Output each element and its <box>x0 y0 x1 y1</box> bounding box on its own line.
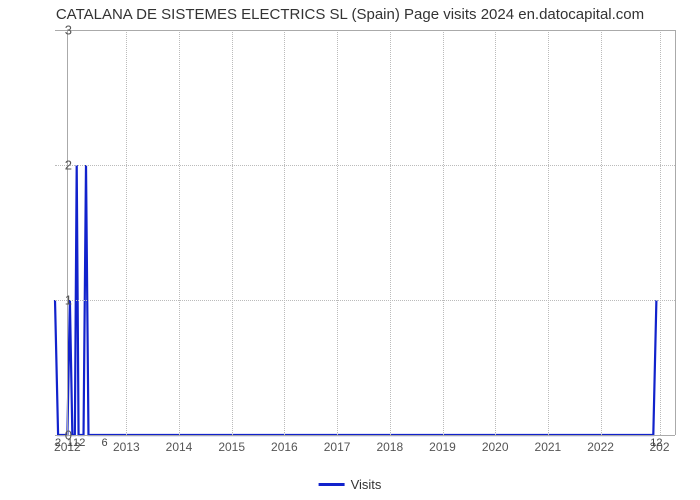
x-tick-label: 2020 <box>482 440 509 454</box>
gridline-v <box>126 30 127 435</box>
gridline-v <box>495 30 496 435</box>
axis-top <box>55 30 675 31</box>
line-series <box>55 30 675 435</box>
x-tick-label: 2015 <box>218 440 245 454</box>
data-point-label: 6 <box>102 437 108 449</box>
data-point-label: 2 <box>55 437 61 449</box>
x-tick-label: 2013 <box>113 440 140 454</box>
x-tick-label: 2014 <box>166 440 193 454</box>
chart-title: CATALANA DE SISTEMES ELECTRICS SL (Spain… <box>0 0 700 23</box>
x-tick-label: 2018 <box>376 440 403 454</box>
gridline-v <box>548 30 549 435</box>
gridline-v <box>284 30 285 435</box>
gridline-v <box>601 30 602 435</box>
y-tick-label: 2 <box>65 158 72 173</box>
x-tick-label: 2016 <box>271 440 298 454</box>
data-point-label: 1 <box>67 437 73 449</box>
chart-container: CATALANA DE SISTEMES ELECTRICS SL (Spain… <box>0 0 700 500</box>
plot-area <box>55 30 675 435</box>
gridline-v <box>443 30 444 435</box>
gridline-v <box>660 30 661 435</box>
legend-label: Visits <box>351 477 382 492</box>
legend-swatch <box>319 483 345 486</box>
data-point-label: 2 <box>79 437 85 449</box>
x-tick-label: 2017 <box>324 440 351 454</box>
gridline-v <box>337 30 338 435</box>
gridline-h <box>55 300 675 301</box>
gridline-v <box>179 30 180 435</box>
x-tick-label: 2022 <box>587 440 614 454</box>
gridline-h <box>55 165 675 166</box>
legend: Visits <box>319 477 382 492</box>
x-tick-label: 2021 <box>535 440 562 454</box>
axis-right <box>675 30 676 435</box>
data-point-label: 12 <box>650 437 662 449</box>
gridline-v <box>232 30 233 435</box>
gridline-h <box>55 435 675 436</box>
x-tick-label: 2019 <box>429 440 456 454</box>
gridline-v <box>390 30 391 435</box>
y-tick-label: 3 <box>65 23 72 38</box>
y-tick-label: 1 <box>65 293 72 308</box>
gridline-v <box>67 30 68 435</box>
